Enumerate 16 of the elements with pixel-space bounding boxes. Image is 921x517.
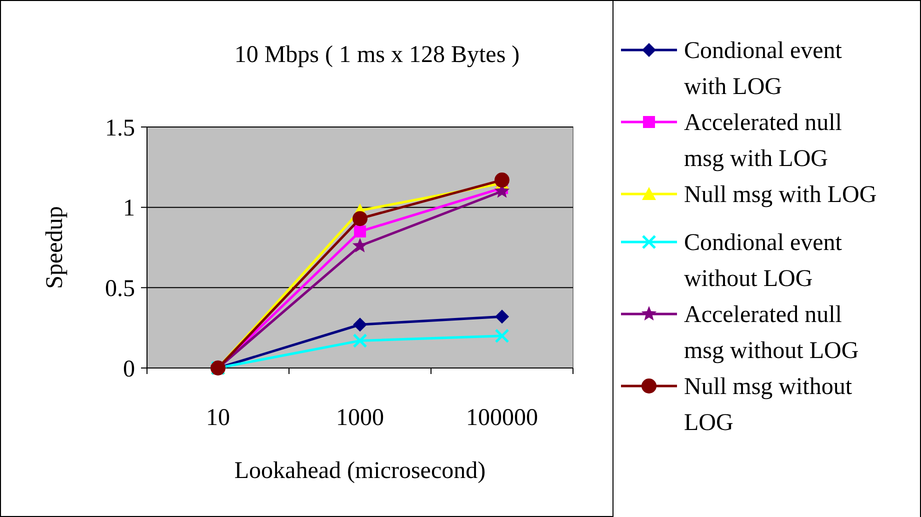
y-axis-title: Speedup	[42, 206, 68, 289]
legend-label: Condional event with LOG	[684, 38, 842, 100]
legend-label: Null msg without LOG	[684, 374, 852, 436]
x-tick-label: 100000	[466, 405, 538, 431]
chart-title: 10 Mbps ( 1 ms x 128 Bytes )	[234, 42, 520, 68]
y-tick-label: 1	[123, 196, 135, 222]
legend-label: Accelerated null msg with LOG	[684, 110, 842, 172]
x-axis-title: Lookahead (microsecond)	[234, 458, 486, 484]
x-tick-label: 1000	[336, 405, 384, 431]
legend-label: Null msg with LOG	[684, 182, 877, 208]
y-tick-label: 0	[123, 356, 135, 382]
y-tick-label: 1.5	[105, 115, 135, 142]
legend-label: Accelerated null msg without LOG	[684, 302, 859, 364]
legend-label: Condional event without LOG	[684, 230, 842, 292]
x-tick-label: 10	[206, 405, 230, 431]
y-tick-label: 0.5	[105, 276, 135, 302]
